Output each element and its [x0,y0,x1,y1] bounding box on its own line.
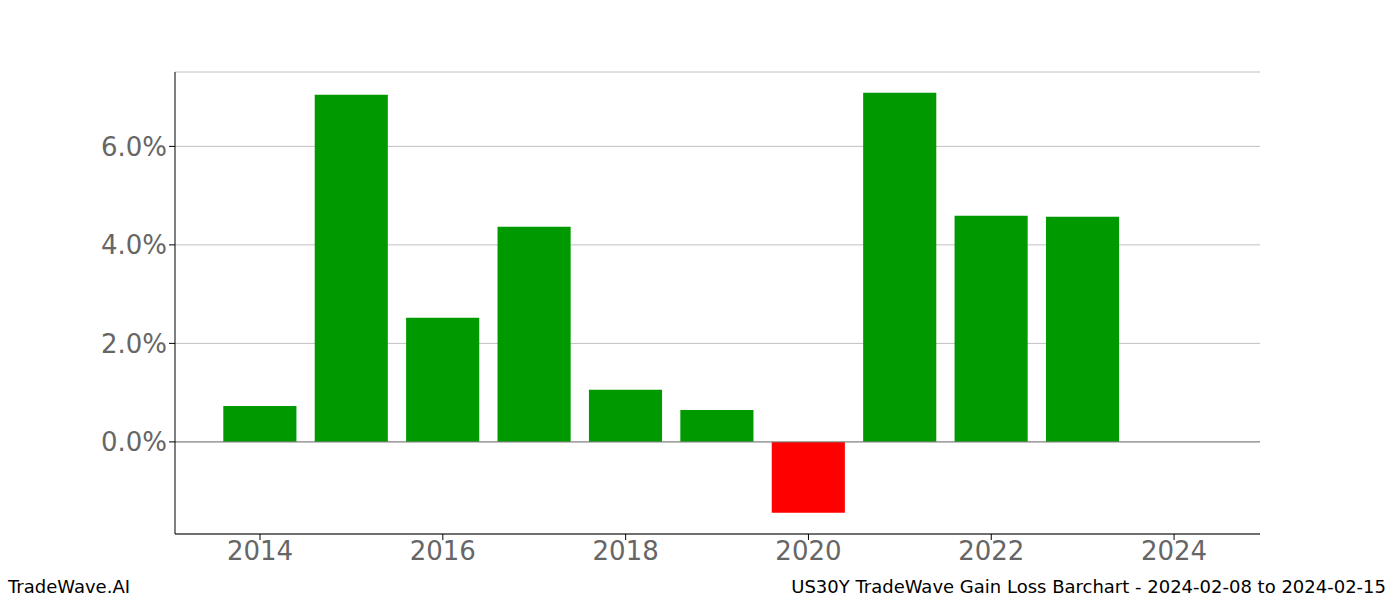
svg-text:4.0%: 4.0% [101,230,167,260]
svg-text:2018: 2018 [593,536,659,566]
svg-text:2016: 2016 [410,536,476,566]
html-text:TradeWave.AI: TradeWave.AI [8,576,130,597]
svg-text:2020: 2020 [775,536,841,566]
svg-text:2024: 2024 [1141,536,1207,566]
svg-text:2022: 2022 [958,536,1024,566]
svg-text:0.0%: 0.0% [101,427,167,457]
svg-text:2.0%: 2.0% [101,329,167,359]
html-text:US30Y TradeWave Gain Loss Barc: US30Y TradeWave Gain Loss Barchart - 202… [791,576,1386,597]
svg-text:2014: 2014 [227,536,293,566]
svg-text:6.0%: 6.0% [101,132,167,162]
